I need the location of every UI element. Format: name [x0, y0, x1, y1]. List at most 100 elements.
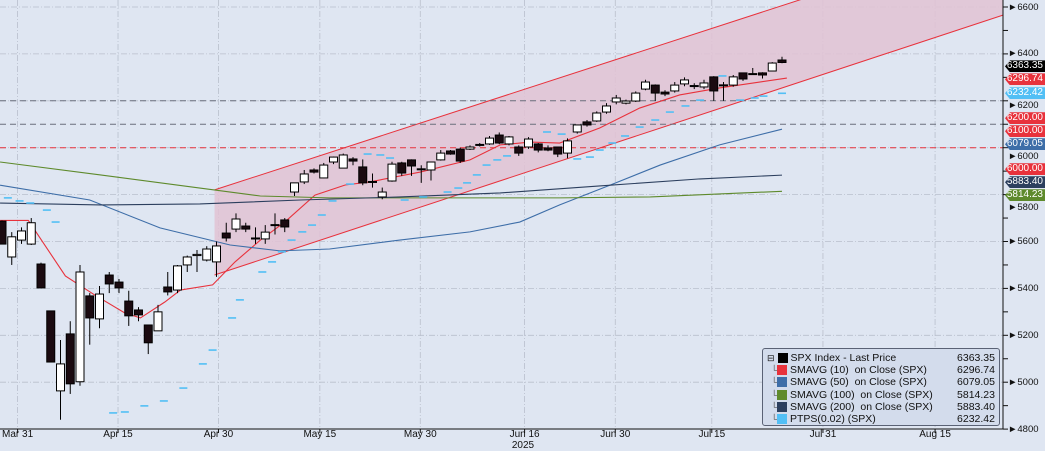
candle-body [231, 218, 241, 230]
candle-body [767, 62, 777, 72]
x-tick-label: Apr 30 [203, 429, 234, 440]
candle-body [533, 143, 543, 151]
candle-body [611, 97, 621, 103]
candlesticks [0, 56, 787, 420]
price-tag: 6296.74 [1005, 73, 1045, 86]
candle-body [338, 154, 348, 169]
candle-body [124, 300, 134, 317]
legend-swatch [777, 365, 787, 376]
candle-body [748, 73, 758, 76]
legend-label: SMAVG (200) on Close (SPX) [790, 400, 933, 413]
x-tick-label: Jul 31 [809, 429, 837, 440]
candle-body [270, 224, 280, 227]
candle-body [494, 134, 504, 144]
chart-legend[interactable]: ⊟ SPX Index - Last Price 6363.35 └ SMAVG … [762, 348, 1000, 426]
candle-body [95, 293, 104, 320]
candle-body [56, 363, 65, 392]
candle-body [621, 100, 631, 104]
series-line [0, 128, 783, 252]
legend-label: SMAVG (10) on Close (SPX) [790, 364, 927, 377]
y-tick-label: ►5800 [1008, 202, 1039, 214]
regression-channel [214, 0, 1004, 276]
candle-body [368, 180, 377, 183]
candle-body [582, 121, 592, 126]
candle-body [153, 311, 163, 332]
candle-body [348, 158, 358, 162]
candle-body [251, 237, 260, 240]
candle-body [36, 263, 46, 289]
candle-body [641, 81, 650, 90]
price-tag: 5814.23 [1005, 189, 1045, 202]
y-tick-label: ►5000 [1008, 376, 1039, 388]
y-tick-label: ►6000 [1008, 151, 1039, 163]
legend-swatch [777, 353, 788, 364]
tree-connector: └ [771, 365, 778, 376]
candle-body [134, 309, 143, 316]
channel-upper-line [214, 0, 802, 191]
collapse-icon[interactable]: ⊟ [767, 352, 775, 363]
candle-body [75, 271, 85, 383]
legend-label: SMAVG (100) on Close (SPX) [790, 388, 933, 401]
y-tick-label: ►5200 [1008, 329, 1039, 341]
candle-body [212, 245, 221, 263]
candle-body [173, 265, 182, 291]
candle-body [650, 84, 660, 94]
y-tick-label: ►5400 [1008, 282, 1039, 294]
candle-body [670, 84, 680, 92]
candle-body [719, 84, 728, 87]
candle-body [114, 281, 124, 289]
candle-body [553, 146, 563, 155]
price-tag: 6000.00 [1005, 163, 1045, 176]
channel-lower-line [214, 14, 1004, 276]
legend-row: └ SMAVG (200) on Close (SPX) 5883.40 [767, 401, 995, 413]
legend-row: └ SMAVG (50) on Close (SPX) 6079.05 [767, 376, 995, 388]
candle-body [436, 152, 446, 161]
candle-body [358, 166, 368, 184]
candle-body [758, 72, 767, 76]
legend-label: SPX Index - Last Price [790, 352, 897, 365]
candle-body [689, 85, 699, 88]
legend-swatch [777, 389, 787, 400]
candle-body [104, 274, 114, 285]
legend-value: 6296.74 [957, 364, 995, 377]
legend-value: 6079.05 [957, 376, 995, 389]
x-tick-label: Jul 15 [698, 429, 726, 440]
candle-body [387, 163, 397, 182]
x-tick-label: Aug 15 [919, 429, 951, 440]
candle-body [202, 248, 212, 261]
candle-body [485, 137, 494, 145]
candle-body [280, 219, 290, 228]
legend-value: 5883.40 [957, 400, 995, 413]
candle-body [426, 161, 436, 171]
legend-row: └ SMAVG (100) on Close (SPX) 5814.23 [767, 389, 995, 401]
legend-swatch [777, 401, 787, 412]
y-tick-label: ►6200 [1008, 100, 1039, 112]
candle-body [192, 253, 202, 257]
price-tag: 6100.00 [1005, 125, 1045, 138]
candle-body [446, 150, 455, 155]
candle-body [163, 286, 173, 293]
candle-body [17, 230, 26, 241]
candle-body [572, 124, 582, 133]
tree-connector: └ [771, 401, 778, 412]
candle-body [709, 76, 719, 92]
candle-body [602, 105, 611, 113]
x-tick-label: Jun 30 [600, 429, 631, 440]
candle-body [85, 295, 95, 319]
candle-body [319, 164, 329, 179]
candle-body [660, 91, 670, 95]
price-tag: 6232.42 [1005, 87, 1045, 100]
tree-connector: └ [771, 377, 778, 388]
legend-row-last-price: ⊟ SPX Index - Last Price 6363.35 [767, 352, 995, 364]
y-tick-label: ►6600 [1008, 1, 1039, 13]
tree-connector: └ [771, 414, 778, 425]
legend-swatch [777, 414, 787, 425]
candle-body [543, 147, 553, 151]
candle-body [416, 168, 426, 171]
candle-body [514, 146, 524, 154]
candle-body [46, 310, 56, 363]
price-tag: 6363.35 [1005, 60, 1045, 73]
candle-body [631, 92, 641, 102]
candle-body [504, 136, 514, 145]
